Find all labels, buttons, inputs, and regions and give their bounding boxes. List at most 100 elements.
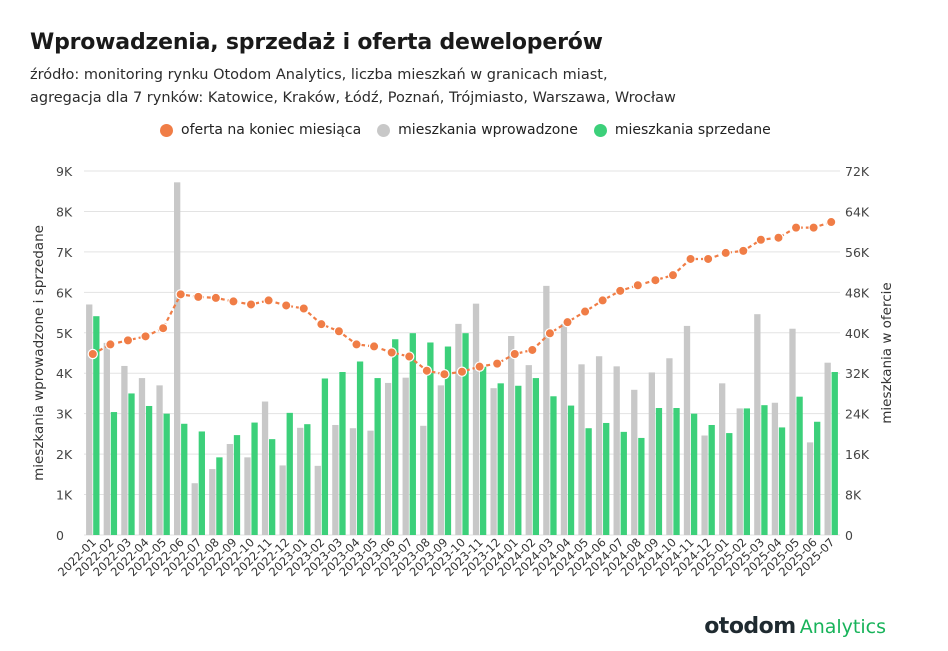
- y2-tick-label: 32K: [845, 366, 870, 381]
- bar-introduced: [525, 365, 532, 535]
- y2-tick-label: 16K: [845, 447, 870, 462]
- bar-sold: [374, 378, 381, 535]
- bar-introduced: [472, 303, 480, 535]
- offer-point: [738, 245, 749, 257]
- y2-tick-label: 64K: [845, 204, 870, 219]
- bar-sold: [778, 427, 786, 535]
- bar-introduced: [349, 428, 357, 535]
- bar-sold: [93, 316, 100, 535]
- offer-point: [87, 348, 98, 360]
- bar-introduced: [332, 424, 339, 535]
- bar-sold: [831, 372, 838, 535]
- bar-sold: [251, 422, 258, 535]
- bar-introduced: [683, 325, 691, 535]
- bar-sold: [304, 424, 311, 535]
- y-tick-label: 0: [56, 528, 64, 543]
- bar-sold: [743, 408, 751, 535]
- bar-sold: [233, 435, 241, 535]
- bar-introduced: [631, 389, 638, 535]
- legend-introduced-label: mieszkania wprowadzone: [398, 122, 578, 138]
- bar-introduced: [138, 378, 146, 535]
- offer-point: [509, 348, 520, 360]
- legend-sold-label: mieszkania sprzedane: [614, 122, 771, 138]
- brand-logo: otodom Analytics: [704, 614, 886, 639]
- offer-point: [404, 351, 415, 362]
- bar-sold: [479, 366, 487, 535]
- bar-introduced: [420, 425, 427, 535]
- offer-point: [210, 292, 222, 304]
- bar-introduced: [771, 402, 779, 535]
- legend-introduced-marker: [377, 123, 391, 137]
- offer-point: [157, 323, 169, 334]
- bar-introduced: [226, 444, 234, 535]
- offer-point: [122, 335, 134, 346]
- bar-sold: [444, 346, 452, 535]
- legend-offer-marker: [160, 123, 173, 137]
- offer-point: [228, 296, 239, 307]
- y2-tick-label: 72K: [845, 164, 870, 179]
- offer-point: [474, 361, 485, 372]
- bar-sold: [638, 437, 645, 535]
- y-tick-label: 1K: [56, 488, 73, 503]
- y2-axis-label: mieszkania w ofercie: [879, 282, 895, 423]
- bar-sold: [321, 378, 329, 535]
- chart-subtitle-line2: agregacja dla 7 rynków: Katowice, Kraków…: [30, 90, 676, 106]
- legend: oferta na koniec miesiąca mieszkania wpr…: [160, 122, 771, 138]
- bar-sold: [409, 333, 416, 535]
- offer-point: [720, 247, 731, 259]
- bar-introduced: [578, 364, 585, 535]
- bar-sold: [708, 424, 715, 535]
- offer-point: [105, 339, 116, 350]
- bar-introduced: [595, 356, 603, 535]
- bar-sold: [567, 405, 575, 535]
- bar-introduced: [666, 358, 673, 535]
- offer-point: [280, 300, 292, 311]
- bar-sold: [655, 408, 663, 535]
- bar-sold: [814, 421, 821, 535]
- bar-sold: [497, 383, 504, 535]
- y2-tick-label: 48K: [845, 285, 870, 300]
- bar-introduced: [543, 285, 550, 535]
- offer-point: [298, 303, 309, 314]
- bar-sold: [269, 439, 276, 535]
- offer-point: [615, 285, 626, 297]
- y-tick-label: 8K: [56, 204, 73, 219]
- bar-sold: [356, 361, 364, 535]
- brand-name: otodom: [704, 614, 796, 639]
- bar-introduced: [455, 323, 462, 535]
- bar-sold: [532, 378, 540, 535]
- bar-introduced: [173, 182, 181, 535]
- offer-point: [421, 365, 433, 376]
- bar-introduced: [648, 372, 655, 535]
- bar-introduced: [121, 365, 128, 535]
- bar-sold: [462, 333, 469, 535]
- offer-point: [650, 275, 661, 286]
- y-tick-label: 3K: [56, 407, 73, 422]
- offer-point: [140, 331, 151, 342]
- bar-introduced: [402, 377, 409, 535]
- bar-sold: [339, 372, 346, 535]
- bar-sold: [163, 413, 170, 535]
- bar-introduced: [279, 465, 286, 535]
- y-tick-label: 9K: [56, 164, 73, 179]
- bar-sold: [181, 423, 188, 535]
- bar-introduced: [86, 304, 93, 535]
- offer-point: [808, 222, 819, 233]
- bar-sold: [286, 412, 293, 535]
- legend-item-introduced: mieszkania wprowadzone: [377, 122, 578, 138]
- offer-point: [245, 299, 257, 310]
- bar-introduced: [103, 342, 110, 535]
- y-tick-label: 5K: [56, 326, 73, 341]
- bar-introduced: [384, 382, 392, 535]
- bar-sold: [673, 408, 680, 535]
- legend-item-offer: oferta na koniec miesiąca: [160, 122, 361, 138]
- bar-introduced: [314, 465, 321, 535]
- bar-introduced: [701, 435, 708, 535]
- offer-point: [702, 253, 714, 265]
- bar-introduced: [789, 328, 796, 535]
- bar-introduced: [437, 385, 445, 535]
- y2-tick-label: 40K: [845, 326, 870, 341]
- offer-point: [491, 358, 503, 369]
- y-tick-label: 2K: [56, 447, 73, 462]
- offer-point: [263, 295, 274, 306]
